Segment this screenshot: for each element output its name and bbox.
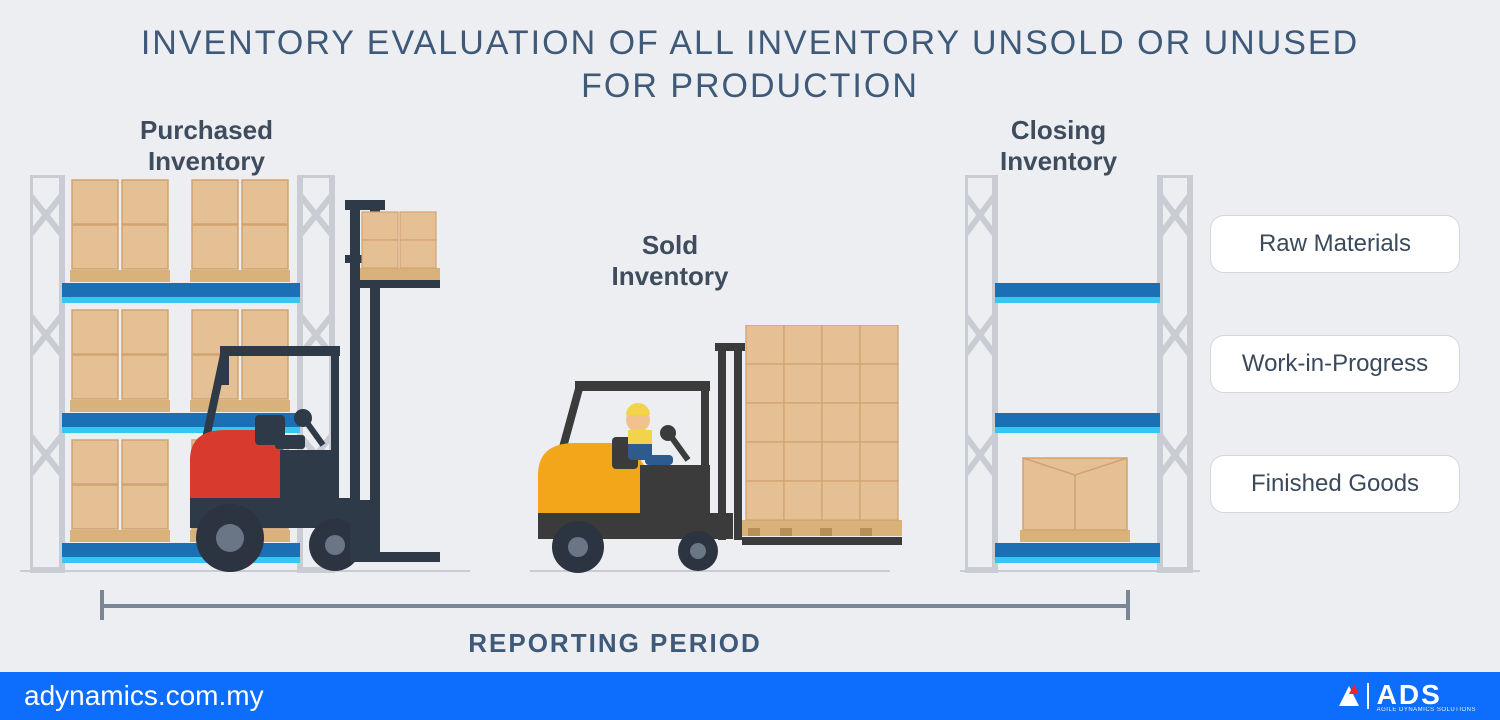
logo-divider [1367, 683, 1369, 709]
footer-url: adynamics.com.my [24, 680, 264, 712]
label-purchased-inventory: Purchased Inventory [140, 115, 273, 177]
title-line-1: INVENTORY EVALUATION OF ALL INVENTORY UN… [141, 24, 1359, 62]
pill-finished-goods: Finished Goods [1210, 455, 1460, 513]
footer-logo: ADS AGILE DYNAMICS SOLUTIONS [1339, 679, 1476, 713]
reporting-period-label: REPORTING PERIOD [0, 628, 1230, 659]
reporting-period-bracket [100, 590, 1130, 620]
logo-subtext: AGILE DYNAMICS SOLUTIONS [1377, 707, 1476, 713]
pill-work-in-progress: Work-in-Progress [1210, 335, 1460, 393]
footer-bar: adynamics.com.my ADS AGILE DYNAMICS SOLU… [0, 672, 1500, 720]
forklift-yellow-icon [520, 325, 920, 580]
label-sold-inventory: Sold Inventory [580, 230, 760, 292]
page-title: INVENTORY EVALUATION OF ALL INVENTORY UN… [0, 0, 1500, 107]
pill-raw-materials: Raw Materials [1210, 215, 1460, 273]
logo-triangle-icon [1339, 686, 1359, 706]
title-line-2: FOR PRODUCTION [581, 67, 919, 105]
rack-closing [965, 175, 1195, 570]
label-closing-inventory: Closing Inventory [1000, 115, 1117, 177]
forklift-red-icon [185, 200, 445, 585]
